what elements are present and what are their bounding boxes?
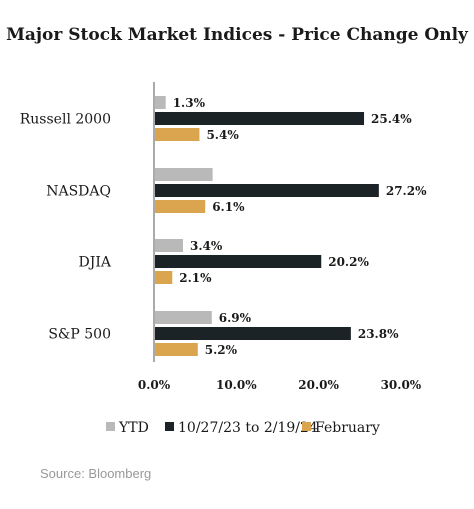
bar-russell-2000-february [155, 128, 200, 141]
data-label-s-p-500-10-27-23-to-2-19-24: 23.8% [358, 327, 399, 341]
category-label-djia: DJIA [79, 255, 112, 271]
data-label-s-p-500-ytd: 6.9% [219, 311, 252, 325]
legend-swatch-february [302, 422, 311, 431]
category-label-s-p-500: S&P 500 [48, 327, 111, 343]
x-tick-label: 20.0% [298, 378, 339, 392]
bar-russell-2000-10-27-23-to-2-19-24 [155, 112, 365, 125]
x-tick-label: 30.0% [381, 378, 422, 392]
data-label-nasdaq-february: 6.1% [212, 200, 245, 214]
legend-label-ytd: YTD [118, 420, 149, 436]
bar-russell-2000-ytd [155, 96, 166, 109]
bar-djia-10-27-23-to-2-19-24 [155, 255, 322, 268]
bar-nasdaq-february [155, 200, 206, 213]
legend-label-10-27-23-to-2-19-24: 10/27/23 to 2/19/24 [178, 420, 318, 436]
x-tick-label: 10.0% [216, 378, 257, 392]
data-label-s-p-500-february: 5.2% [205, 343, 238, 357]
bar-djia-ytd [155, 239, 183, 252]
data-label-nasdaq-10-27-23-to-2-19-24: 27.2% [386, 184, 427, 198]
bar-djia-february [155, 271, 173, 284]
x-tick-label: 0.0% [138, 378, 171, 392]
category-label-russell-2000: Russell 2000 [20, 112, 111, 128]
category-label-nasdaq: NASDAQ [46, 184, 111, 200]
chart-title: Major Stock Market Indices - Price Chang… [6, 25, 469, 45]
bar-s-p-500-february [155, 343, 198, 356]
data-label-russell-2000-february: 5.4% [206, 128, 239, 142]
bar-nasdaq-ytd [155, 168, 213, 181]
bar-nasdaq-10-27-23-to-2-19-24 [155, 184, 379, 197]
legend-swatch-10-27-23-to-2-19-24 [165, 422, 174, 431]
bar-s-p-500-10-27-23-to-2-19-24 [155, 327, 351, 340]
legend-swatch-ytd [106, 422, 115, 431]
data-label-russell-2000-10-27-23-to-2-19-24: 25.4% [371, 112, 412, 126]
legend-label-february: February [315, 420, 380, 436]
data-label-russell-2000-ytd: 1.3% [173, 96, 206, 110]
source-note: Source: Bloomberg [40, 466, 151, 481]
bar-s-p-500-ytd [155, 311, 212, 324]
data-label-djia-10-27-23-to-2-19-24: 20.2% [328, 255, 369, 269]
data-label-djia-february: 2.1% [179, 271, 212, 285]
data-label-djia-ytd: 3.4% [190, 239, 223, 253]
